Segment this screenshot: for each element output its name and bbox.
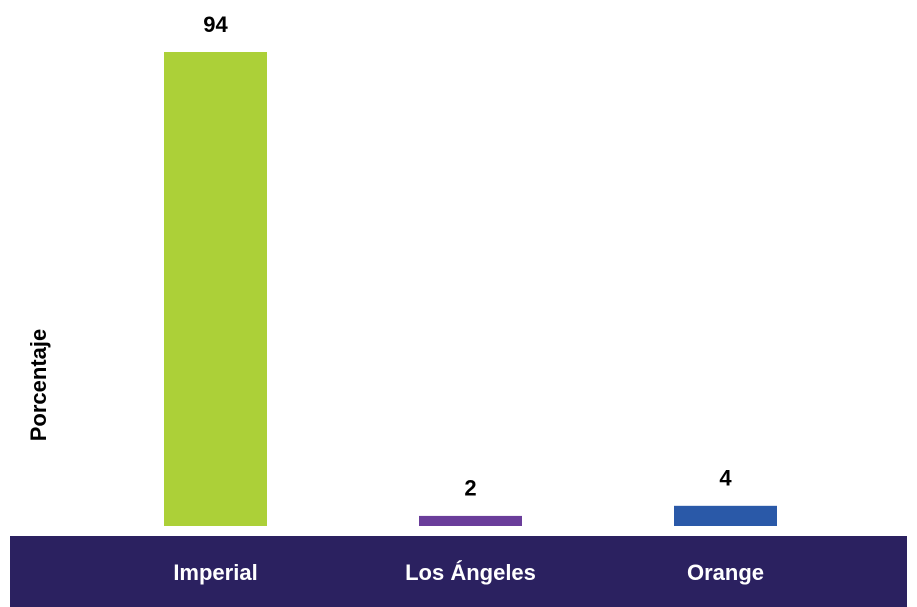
y-axis-label: Porcentaje	[26, 329, 51, 442]
x-tick-label: Orange	[687, 560, 764, 585]
x-tick-label: Los Ángeles	[405, 560, 536, 585]
bar	[674, 505, 777, 526]
bar	[419, 515, 522, 526]
value-label: 4	[719, 466, 732, 491]
value-label: 94	[203, 12, 228, 37]
x-tick-label: Imperial	[173, 560, 257, 585]
bar	[164, 52, 267, 526]
category-band	[10, 536, 907, 607]
value-label: 2	[464, 476, 476, 501]
